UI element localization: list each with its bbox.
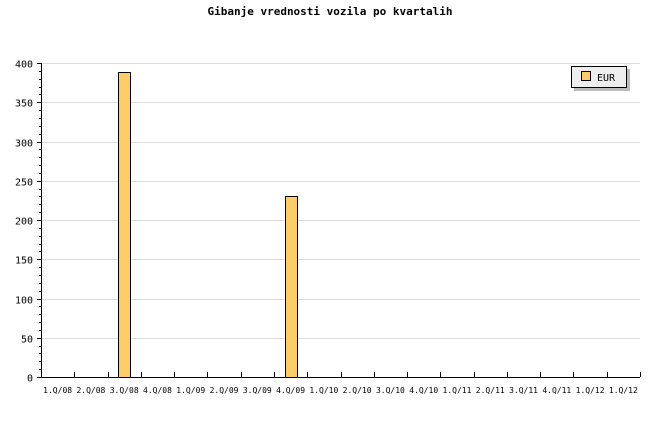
y-tick-label: 0 — [27, 374, 33, 385]
y-tick-label: 100 — [15, 296, 33, 307]
y-tick-label: 200 — [15, 217, 33, 228]
x-tick-label: 2.Q/10 — [343, 386, 372, 395]
bar — [285, 196, 298, 378]
y-tick-label: 50 — [21, 335, 33, 346]
x-tick-label: 4.Q/10 — [409, 386, 438, 395]
x-tick-label: 2.Q/09 — [210, 386, 239, 395]
legend-label: EUR — [597, 73, 616, 84]
x-tick-label: 1.Q/10 — [309, 386, 338, 395]
chart-title: Gibanje vrednosti vozila po kvartalih — [207, 5, 453, 18]
x-tick-label: 3.Q/11 — [509, 386, 538, 395]
x-tick-label: 3.Q/08 — [110, 386, 139, 395]
x-tick-label: 4.Q/08 — [143, 386, 172, 395]
x-tick-label: 2.Q/11 — [476, 386, 505, 395]
x-tick-label: 3.Q/10 — [376, 386, 405, 395]
legend-swatch — [581, 71, 591, 81]
bar — [118, 72, 131, 378]
y-tick-label: 250 — [15, 178, 33, 189]
x-tick-label: 2.Q/08 — [76, 386, 105, 395]
y-tick-label: 300 — [15, 139, 33, 150]
y-tick-label: 400 — [15, 60, 33, 71]
x-tick-label: 1.Q/12 — [609, 386, 638, 395]
x-tick-label: 1.Q/11 — [443, 386, 472, 395]
x-tick-label: 4.Q/11 — [542, 386, 571, 395]
x-tick-label: 1.Q/08 — [43, 386, 72, 395]
x-tick-label: 4.Q/09 — [276, 386, 305, 395]
x-tick-label: 3.Q/09 — [243, 386, 272, 395]
x-tick-label: 1.Q/09 — [176, 386, 205, 395]
y-tick-label: 150 — [15, 256, 33, 267]
x-tick-label: 1.Q/12 — [576, 386, 605, 395]
y-tick-label: 350 — [15, 99, 33, 110]
